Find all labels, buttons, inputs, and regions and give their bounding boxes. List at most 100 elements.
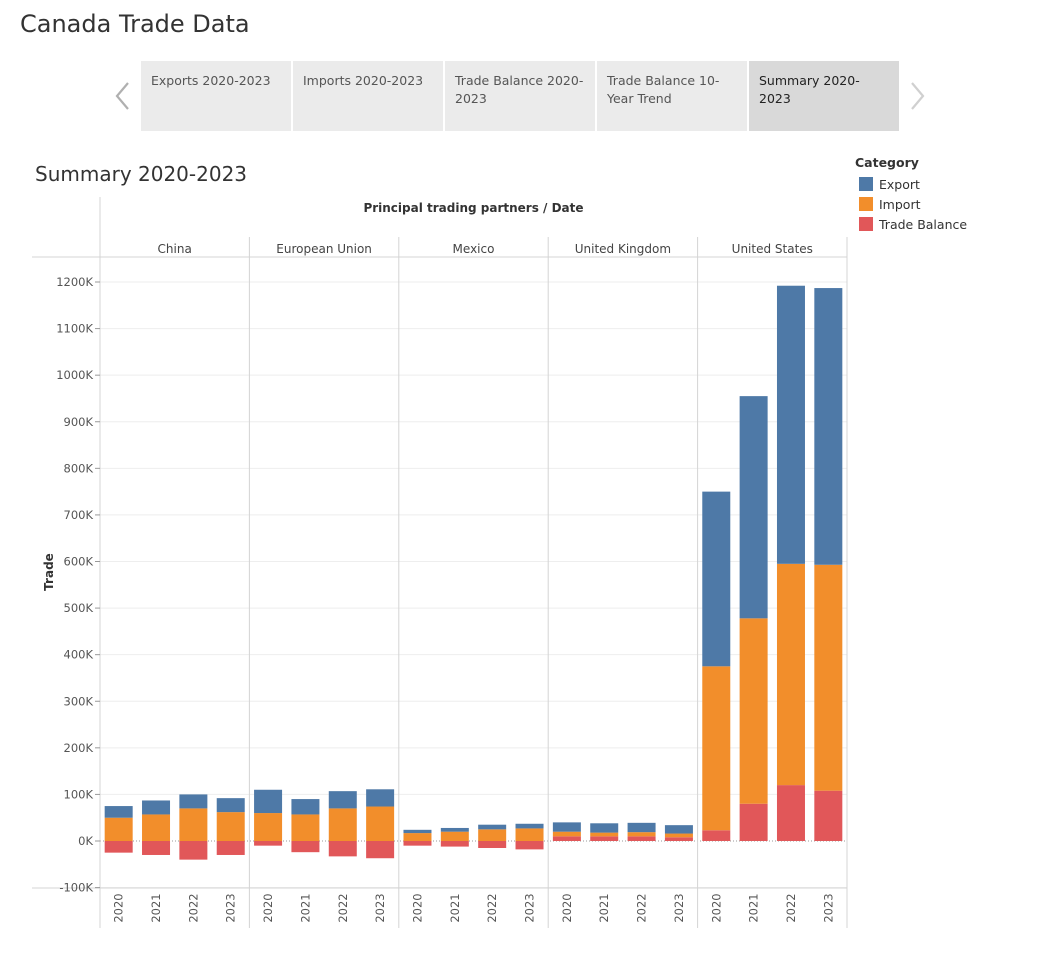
bar-export	[814, 288, 843, 565]
y-axis-title: Trade	[42, 553, 56, 591]
tab-imports[interactable]: Imports 2020-2023	[293, 61, 443, 131]
bar-trade-balance	[366, 841, 395, 859]
x-tick-label: 2020	[410, 893, 424, 922]
bar-trade-balance	[702, 830, 731, 841]
bar-import	[590, 832, 619, 837]
bar-import	[291, 814, 320, 841]
bar-trade-balance	[739, 803, 768, 841]
bar-export	[552, 822, 581, 832]
bar-import	[403, 833, 432, 841]
bar-import	[627, 832, 656, 837]
bar-export	[590, 823, 619, 833]
bar-trade-balance	[664, 837, 693, 841]
bar-export	[515, 823, 544, 829]
bar-export	[328, 791, 357, 809]
bar-import	[179, 808, 208, 841]
tab-exports[interactable]: Exports 2020-2023	[141, 61, 291, 131]
x-tick-label: 2022	[336, 893, 350, 922]
bar-trade-balance	[291, 841, 320, 853]
bar-export	[142, 800, 171, 815]
x-tick-label: 2023	[373, 893, 387, 922]
bar-export	[104, 806, 133, 818]
legend-item-import[interactable]: Import	[855, 194, 967, 214]
x-tick-label: 2020	[112, 893, 126, 922]
x-tick-label: 2022	[784, 893, 798, 922]
bar-import	[515, 828, 544, 841]
y-tick-label: 300K	[64, 694, 94, 708]
bar-export	[627, 822, 656, 833]
legend-swatch-trade-balance	[859, 217, 873, 231]
bar-import	[702, 666, 731, 831]
y-tick-label: 700K	[64, 508, 94, 522]
bar-trade-balance	[776, 785, 805, 841]
partner-label: European Union	[276, 242, 372, 256]
bar-trade-balance	[814, 790, 843, 841]
bar-import	[328, 808, 357, 841]
bar-import	[552, 831, 581, 837]
partner-label: Mexico	[453, 242, 495, 256]
bar-trade-balance	[216, 841, 245, 855]
y-tick-label: 0K	[78, 834, 93, 848]
bar-trade-balance	[627, 836, 656, 841]
bar-import	[739, 618, 768, 804]
partner-label: United States	[732, 242, 813, 256]
tab-trade-balance[interactable]: Trade Balance 2020-2023	[445, 61, 595, 131]
x-tick-label: 2020	[709, 893, 723, 922]
legend: Category Export Import Trade Balance	[855, 155, 967, 234]
x-tick-label: 2020	[560, 893, 574, 922]
bar-import	[104, 817, 133, 841]
bar-trade-balance	[478, 841, 507, 848]
bar-export	[216, 798, 245, 813]
bar-export	[739, 396, 768, 619]
bar-export	[403, 829, 432, 834]
legend-swatch-import	[859, 197, 873, 211]
legend-swatch-export	[859, 177, 873, 191]
x-tick-label: 2021	[747, 893, 761, 922]
bar-trade-balance	[440, 841, 469, 847]
bar-trade-balance	[254, 841, 283, 846]
x-tick-label: 2023	[821, 893, 835, 922]
y-tick-label: 1000K	[56, 368, 93, 382]
bar-export	[440, 827, 469, 832]
bar-trade-balance	[403, 841, 432, 846]
x-tick-label: 2022	[635, 893, 649, 922]
bar-trade-balance	[328, 841, 357, 857]
x-tick-label: 2021	[597, 893, 611, 922]
y-tick-label: 1100K	[56, 322, 93, 336]
bar-import	[440, 831, 469, 841]
bar-trade-balance	[552, 836, 581, 841]
tab-summary[interactable]: Summary 2020-2023	[749, 61, 899, 131]
bar-import	[216, 812, 245, 841]
chevron-right-icon[interactable]	[906, 80, 928, 112]
bar-export	[291, 799, 320, 815]
bar-import	[776, 563, 805, 786]
sheet-title: Summary 2020-2023	[35, 162, 248, 186]
x-tick-label: 2023	[224, 893, 238, 922]
legend-item-export[interactable]: Export	[855, 174, 967, 194]
x-tick-label: 2021	[298, 893, 312, 922]
bar-export	[702, 491, 731, 667]
bar-trade-balance	[104, 841, 133, 853]
x-tick-label: 2023	[672, 893, 686, 922]
bar-import	[254, 813, 283, 841]
legend-label: Trade Balance	[879, 216, 968, 232]
x-tick-label: 2021	[448, 893, 462, 922]
bar-export	[254, 789, 283, 814]
y-tick-label: 900K	[64, 415, 94, 429]
bar-export	[664, 825, 693, 834]
bar-export	[179, 794, 208, 809]
legend-item-trade-balance[interactable]: Trade Balance	[855, 214, 967, 234]
bar-import	[366, 806, 395, 841]
legend-title: Category	[855, 155, 919, 170]
column-header: Principal trading partners / Date	[363, 201, 583, 215]
bar-trade-balance	[515, 841, 544, 850]
bar-import	[664, 833, 693, 838]
bar-import	[814, 564, 843, 791]
bar-trade-balance	[590, 836, 619, 841]
y-tick-label: 1200K	[56, 275, 93, 289]
tab-trade-balance-trend[interactable]: Trade Balance 10-Year Trend	[597, 61, 747, 131]
legend-label: Import	[879, 196, 921, 212]
chevron-left-icon[interactable]	[112, 80, 134, 112]
legend-label: Export	[879, 176, 920, 192]
